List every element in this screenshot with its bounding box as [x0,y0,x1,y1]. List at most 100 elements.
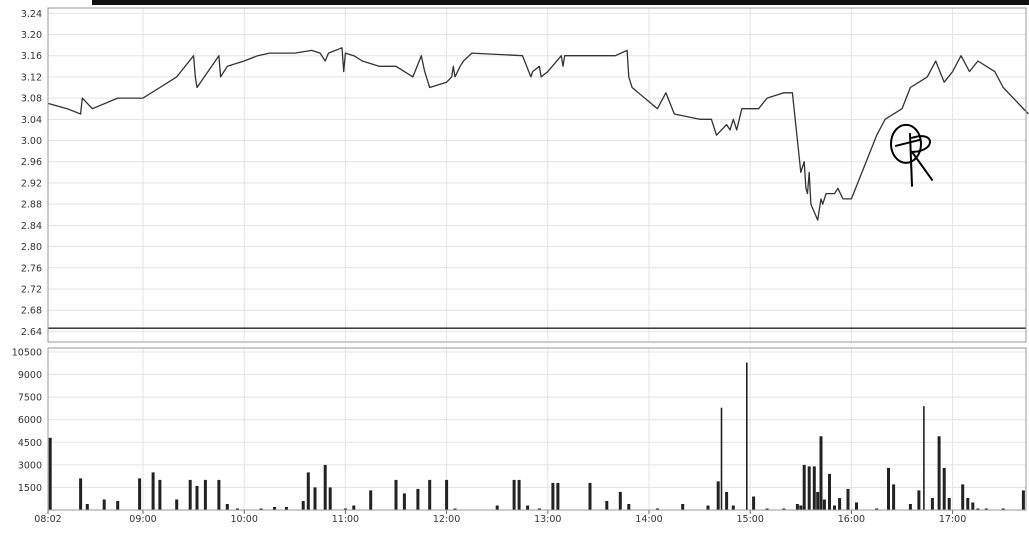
volume-bar [822,499,826,510]
time-tick-label: 10:00 [231,514,258,525]
volume-bar [453,508,457,510]
panel-frames [47,7,1027,511]
volume-bar [720,407,723,510]
price-grid [47,8,1026,342]
price-tick-label: 3.00 [21,136,42,147]
time-tick-label: 09:00 [129,514,156,525]
volume-grid [47,348,1026,510]
volume-bar [588,482,592,510]
volume-bar [517,479,521,510]
price-axis: 3.24 3.20 3.16 3.12 3.08 3.04 3.00 2.96 2.92 2.88… [21,9,42,338]
volume-bar [1021,490,1025,510]
volume-bar [799,505,803,510]
volume-bar [259,508,263,510]
volume-bar [802,464,806,510]
volume-bar [416,488,420,510]
volume-bar [1001,508,1005,510]
volume-bar [85,504,89,510]
price-tick-label: 3.20 [21,30,42,41]
volume-bar [833,505,836,510]
volume-bar [942,467,946,510]
volume-bar [195,485,199,510]
price-panel-frame [47,7,1027,343]
price-tick-label: 2.80 [21,242,42,253]
price-series [47,47,1029,329]
volume-bar [323,464,327,510]
annotation-r-bar [895,138,921,147]
volume-bar [151,472,155,510]
volume-bar [917,490,921,510]
volume-bar [855,502,858,510]
volume-bar [875,508,879,510]
volume-tick-label: 1500 [18,483,42,494]
volume-bar [752,496,756,510]
volume-bar [984,508,988,510]
volume-bar [102,499,106,510]
volume-bar [812,466,816,510]
time-tick-label: 08:02 [34,514,61,525]
volume-bar [48,437,52,510]
volume-bar [138,478,142,510]
handwritten-annotation [890,123,933,187]
volume-bar [79,478,83,510]
volume-bar [731,505,735,510]
volume-bar [445,479,449,510]
volume-tick-label: 6000 [18,415,42,426]
volume-bars [48,362,1025,510]
volume-bar [188,479,192,510]
volume-bar [203,479,207,510]
volume-tick-label: 4500 [18,438,42,449]
volume-bar [892,484,896,510]
price-tick-label: 2.92 [21,178,42,189]
annotation-r-bowl [910,135,933,181]
annotation-circle [890,123,922,164]
price-tick-label: 3.16 [21,51,42,62]
top-dark-bar [92,0,1029,5]
price-tick-label: 3.04 [21,115,42,126]
volume-bar [627,504,631,510]
volume-bar [819,436,823,510]
volume-bar [402,493,406,510]
volume-bar [923,406,925,510]
volume-bar [301,501,305,510]
volume-bar [116,501,120,510]
volume-bar [537,508,541,510]
volume-bar [971,502,975,510]
volume-bar [930,498,934,510]
volume-bar [328,487,332,510]
volume-bar [284,507,288,510]
volume-bar [512,479,516,510]
price-tick-label: 2.88 [21,200,42,211]
volume-bar [838,498,842,510]
volume-bar [976,508,980,510]
price-tick-label: 2.72 [21,284,42,295]
volume-bar [175,499,179,510]
volume-bar [551,482,555,510]
time-tick-label: 13:00 [534,514,561,525]
volume-bar [352,505,356,510]
volume-bar [782,508,786,510]
volume-bar [937,436,941,510]
volume-bar [225,504,229,510]
volume-tick-label: 10500 [12,348,42,359]
volume-bar [746,362,748,510]
volume-bar [369,490,373,510]
price-tick-label: 3.08 [21,94,42,105]
volume-bar [795,504,799,510]
volume-bar [807,466,811,510]
volume-bar [526,505,530,510]
volume-bar [725,491,729,510]
price-tick-label: 2.76 [21,263,42,274]
volume-bar [306,472,310,510]
volume-tick-label: 7500 [18,393,42,404]
volume-bar [394,479,398,510]
price-tick-label: 3.12 [21,72,42,83]
volume-bar [846,488,850,510]
price-tick-label: 2.68 [21,306,42,317]
volume-bar [655,508,659,510]
volume-bar [217,479,221,510]
price-tick-label: 2.84 [21,221,42,232]
price-tick-label: 2.96 [21,157,42,168]
